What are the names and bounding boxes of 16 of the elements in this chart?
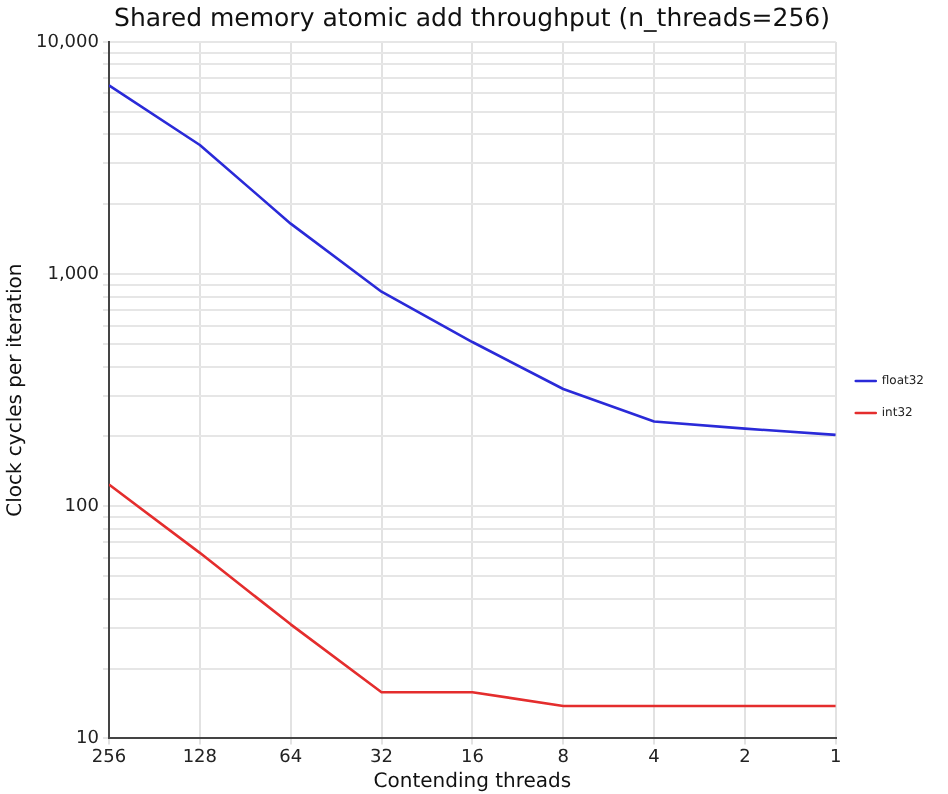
x-axis-title: Contending threads bbox=[373, 771, 572, 794]
y-tick-label: 100 bbox=[64, 496, 100, 517]
y-tick-label: 1,000 bbox=[47, 264, 100, 285]
y-tick-label: 10 bbox=[76, 729, 100, 750]
x-tick-label: 2 bbox=[739, 747, 751, 768]
x-tick-label: 8 bbox=[557, 747, 570, 768]
x-tick-label: 128 bbox=[182, 747, 218, 768]
y-axis-title: Clock cycles per iteration bbox=[5, 263, 28, 517]
chart-title: Shared memory atomic add throughput (n_threads=256) bbox=[114, 1, 830, 32]
x-tick-label: 32 bbox=[370, 747, 393, 768]
x-tick-label: 64 bbox=[279, 747, 303, 768]
y-tick-label: 10,000 bbox=[35, 32, 100, 53]
x-tick-label: 1 bbox=[830, 747, 842, 768]
x-tick-label: 16 bbox=[460, 747, 485, 768]
x-tick-label: 256 bbox=[91, 747, 127, 768]
x-tick-label: 4 bbox=[648, 747, 661, 768]
